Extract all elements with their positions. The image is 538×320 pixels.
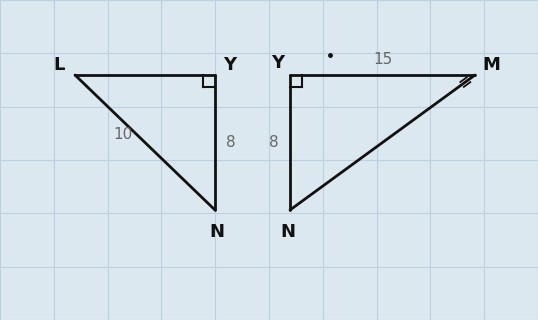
Text: M: M bbox=[482, 56, 500, 74]
Text: L: L bbox=[53, 56, 65, 74]
Text: 10: 10 bbox=[114, 127, 133, 142]
Text: 8: 8 bbox=[269, 135, 279, 150]
Text: 8: 8 bbox=[226, 135, 236, 150]
Text: N: N bbox=[280, 223, 295, 241]
Text: Y: Y bbox=[223, 56, 237, 74]
Text: Y: Y bbox=[272, 54, 285, 72]
Text: N: N bbox=[209, 223, 224, 241]
Text: 15: 15 bbox=[373, 52, 392, 68]
